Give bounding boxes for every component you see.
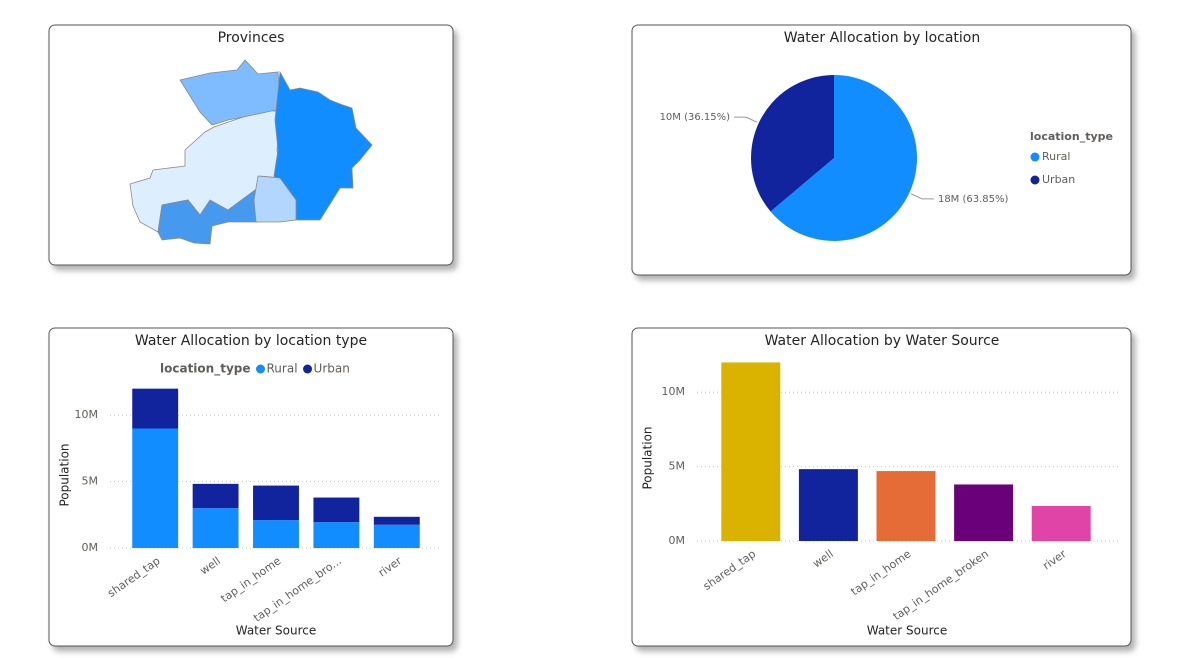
chart-title: Water Allocation by Water Source bbox=[765, 333, 1000, 349]
bar-segment bbox=[373, 524, 420, 548]
legend-label: Rural bbox=[267, 362, 298, 376]
data-label: 10M (36.15%) bbox=[660, 112, 731, 123]
bar-segment bbox=[192, 483, 239, 509]
map bbox=[129, 59, 373, 245]
legend-marker bbox=[303, 364, 313, 374]
y-tick-label: 5M bbox=[82, 475, 99, 488]
legend-title: location_type bbox=[1030, 130, 1113, 143]
legend-marker bbox=[256, 364, 265, 374]
bar bbox=[721, 362, 781, 541]
bar bbox=[876, 471, 936, 541]
chart-title: Water Allocation by location bbox=[784, 30, 980, 46]
chart-title: Provinces bbox=[218, 30, 285, 46]
x-axis-label: Water Source bbox=[236, 624, 317, 638]
pie-slice bbox=[751, 75, 834, 212]
y-tick-label: 0M bbox=[669, 534, 686, 547]
legend-title: location_type bbox=[160, 362, 251, 377]
bar bbox=[1031, 506, 1091, 541]
y-tick-label: 10M bbox=[75, 408, 99, 421]
province bbox=[157, 189, 259, 245]
legend-label: Urban bbox=[1042, 173, 1075, 186]
leader-line bbox=[734, 116, 758, 123]
bar bbox=[798, 469, 858, 541]
y-tick-label: 5M bbox=[669, 460, 686, 473]
chart-title: Water Allocation by location type bbox=[135, 333, 367, 349]
bar-segment bbox=[192, 508, 239, 548]
y-tick-label: 10M bbox=[662, 385, 686, 398]
bar-segment bbox=[253, 520, 299, 548]
bar-segment bbox=[132, 428, 179, 548]
bar-segment bbox=[132, 388, 179, 429]
province bbox=[253, 175, 297, 223]
y-axis-label: Population bbox=[641, 426, 655, 489]
data-label: 18M (63.85%) bbox=[938, 194, 1009, 205]
y-axis-label: Population bbox=[58, 443, 72, 506]
legend-label: Rural bbox=[1042, 150, 1070, 163]
legend-marker bbox=[1030, 152, 1040, 162]
leader-line bbox=[910, 193, 934, 200]
bar-segment bbox=[373, 516, 420, 525]
bar-segment bbox=[313, 522, 360, 548]
y-tick-label: 0M bbox=[82, 541, 99, 554]
x-axis-label: Water Source bbox=[867, 624, 948, 638]
pie-slice bbox=[770, 75, 917, 242]
card bbox=[48, 327, 454, 647]
bar-segment bbox=[253, 485, 299, 521]
bar bbox=[954, 484, 1014, 541]
legend-label: Urban bbox=[314, 362, 350, 376]
legend-marker bbox=[1030, 175, 1040, 185]
bar-segment bbox=[313, 497, 360, 523]
